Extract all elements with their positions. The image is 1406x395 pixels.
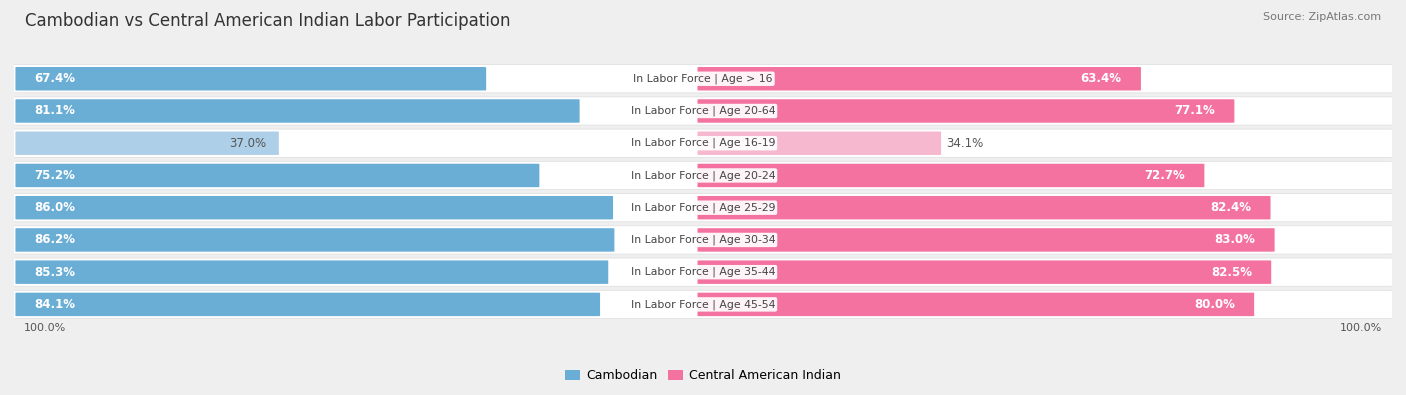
Text: Cambodian vs Central American Indian Labor Participation: Cambodian vs Central American Indian Lab… [25, 12, 510, 30]
Text: In Labor Force | Age 35-44: In Labor Force | Age 35-44 [631, 267, 775, 277]
FancyBboxPatch shape [15, 228, 614, 252]
Text: 75.2%: 75.2% [35, 169, 76, 182]
Text: Source: ZipAtlas.com: Source: ZipAtlas.com [1263, 12, 1381, 22]
Text: In Labor Force | Age 30-34: In Labor Force | Age 30-34 [631, 235, 775, 245]
Legend: Cambodian, Central American Indian: Cambodian, Central American Indian [560, 364, 846, 387]
Text: 80.0%: 80.0% [1194, 298, 1234, 311]
FancyBboxPatch shape [10, 161, 1396, 190]
Text: 67.4%: 67.4% [35, 72, 76, 85]
FancyBboxPatch shape [697, 196, 1271, 220]
FancyBboxPatch shape [10, 290, 1396, 318]
Text: 85.3%: 85.3% [35, 266, 76, 278]
FancyBboxPatch shape [697, 67, 1140, 90]
FancyBboxPatch shape [10, 129, 1396, 157]
Text: In Labor Force | Age 20-24: In Labor Force | Age 20-24 [631, 170, 775, 181]
Text: 86.2%: 86.2% [35, 233, 76, 246]
Text: In Labor Force | Age 25-29: In Labor Force | Age 25-29 [631, 203, 775, 213]
FancyBboxPatch shape [10, 258, 1396, 286]
FancyBboxPatch shape [15, 67, 486, 90]
FancyBboxPatch shape [10, 226, 1396, 254]
FancyBboxPatch shape [697, 132, 941, 155]
FancyBboxPatch shape [10, 194, 1396, 222]
FancyBboxPatch shape [697, 228, 1275, 252]
Text: 86.0%: 86.0% [35, 201, 76, 214]
Text: In Labor Force | Age 45-54: In Labor Force | Age 45-54 [631, 299, 775, 310]
FancyBboxPatch shape [697, 164, 1205, 187]
FancyBboxPatch shape [697, 293, 1254, 316]
Text: In Labor Force | Age 20-64: In Labor Force | Age 20-64 [631, 106, 775, 116]
Text: 83.0%: 83.0% [1215, 233, 1256, 246]
FancyBboxPatch shape [15, 99, 579, 123]
Text: 82.4%: 82.4% [1211, 201, 1251, 214]
Text: 77.1%: 77.1% [1174, 105, 1215, 117]
FancyBboxPatch shape [10, 65, 1396, 93]
FancyBboxPatch shape [697, 260, 1271, 284]
Text: 34.1%: 34.1% [946, 137, 984, 150]
FancyBboxPatch shape [697, 99, 1234, 123]
Text: 81.1%: 81.1% [35, 105, 76, 117]
FancyBboxPatch shape [15, 132, 278, 155]
FancyBboxPatch shape [15, 293, 600, 316]
FancyBboxPatch shape [10, 97, 1396, 125]
Text: In Labor Force | Age > 16: In Labor Force | Age > 16 [633, 73, 773, 84]
Text: 63.4%: 63.4% [1081, 72, 1122, 85]
FancyBboxPatch shape [15, 260, 609, 284]
Text: 84.1%: 84.1% [35, 298, 76, 311]
Text: 82.5%: 82.5% [1211, 266, 1251, 278]
Text: 37.0%: 37.0% [229, 137, 266, 150]
Text: 72.7%: 72.7% [1144, 169, 1185, 182]
Text: 100.0%: 100.0% [1340, 323, 1382, 333]
FancyBboxPatch shape [15, 164, 540, 187]
FancyBboxPatch shape [15, 196, 613, 220]
Text: 100.0%: 100.0% [24, 323, 66, 333]
Text: In Labor Force | Age 16-19: In Labor Force | Age 16-19 [631, 138, 775, 149]
